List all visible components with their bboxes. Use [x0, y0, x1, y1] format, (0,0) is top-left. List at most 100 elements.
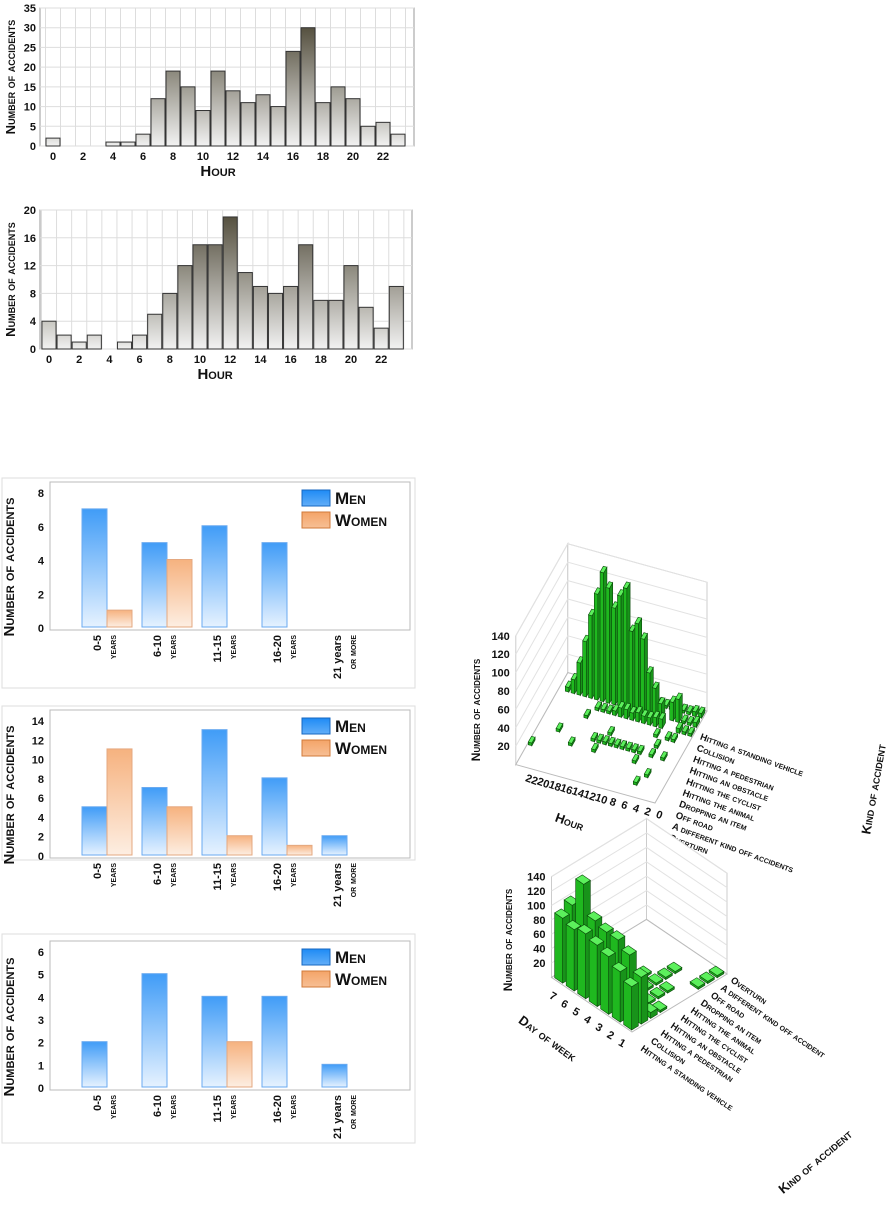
- histogram-bar: [252, 285, 268, 350]
- bar-top-face: [590, 731, 599, 740]
- bar-top-face: [640, 632, 648, 640]
- bar-front-face: [605, 586, 610, 704]
- legend-label: Women: [335, 970, 387, 989]
- histogram-bar: [298, 244, 314, 350]
- bar-top-face: [599, 565, 608, 574]
- bar-top-face: [611, 961, 628, 973]
- bar-top-face: [622, 581, 631, 589]
- x-tick-label: 10: [593, 792, 609, 807]
- category-label: 21 years: [332, 863, 344, 907]
- y-tick-label: 3: [38, 1015, 44, 1027]
- x-tick-label: 22: [377, 151, 389, 163]
- histogram-bar: [300, 27, 316, 147]
- 3d-bar: [594, 701, 603, 713]
- bar-top-face: [591, 742, 599, 751]
- category-label: 16-20: [272, 863, 284, 891]
- y-tick-label: 4: [30, 316, 37, 328]
- category-label: years: [168, 1095, 179, 1119]
- histogram-bar: [135, 133, 151, 147]
- men-bar: [81, 806, 108, 856]
- histogram-bar: [180, 86, 196, 147]
- bar-top-face: [697, 706, 706, 714]
- x-tick-label: 10: [194, 354, 206, 366]
- y-tick-label: 15: [24, 82, 36, 94]
- bar-top-face: [567, 736, 576, 744]
- bar-top-face: [554, 908, 570, 919]
- bar-front-face: [554, 912, 564, 984]
- y-tick-label: 12: [32, 735, 44, 747]
- 3d-bar: [583, 708, 592, 720]
- grid-line: [551, 818, 728, 878]
- histogram-bar: [165, 70, 181, 147]
- bar-top-face: [605, 581, 614, 589]
- bar-top-face: [670, 732, 679, 741]
- histogram-bar: [360, 125, 376, 147]
- 3d-bar: [527, 735, 536, 747]
- bar-top-face: [600, 946, 616, 958]
- histogram-bar: [86, 334, 102, 350]
- histogram-bar: [56, 334, 72, 350]
- 3d-bar: [631, 753, 640, 765]
- bar-top-face: [708, 965, 725, 976]
- x-axis-title: Hour: [553, 810, 586, 834]
- y-axis-title: Number of accidents: [1, 498, 18, 637]
- x-tick-label: 8: [170, 151, 176, 163]
- histogram-bar: [240, 102, 256, 147]
- x-tick-label: 8: [167, 354, 173, 366]
- x-tick-label: 3: [593, 1021, 604, 1034]
- legend-label: Men: [335, 717, 366, 736]
- y-tick-label: 8: [38, 774, 44, 786]
- x-tick-label: 14: [570, 785, 586, 801]
- x-tick-label: 6: [619, 799, 629, 812]
- bar-front-face: [628, 630, 633, 711]
- histogram-bar: [285, 50, 301, 147]
- bar-top-face: [613, 738, 622, 746]
- histogram-bar: [375, 121, 391, 147]
- histogram-bar: [283, 285, 299, 350]
- x-tick-label: 20: [347, 151, 359, 163]
- 3d-bar: [659, 981, 675, 994]
- 3d-bar: [692, 715, 701, 729]
- category-label: 16-20: [272, 1095, 284, 1123]
- bar-front-face: [599, 571, 604, 703]
- histogram-bar: [343, 265, 359, 350]
- bar-top-face: [555, 722, 564, 730]
- men-bar: [81, 508, 108, 628]
- category-label: years: [228, 1095, 239, 1119]
- bar-front-face: [652, 716, 657, 728]
- category-label: 0-5: [92, 863, 104, 879]
- category-label: years: [288, 1095, 299, 1119]
- women-bar: [106, 609, 133, 628]
- z-tick-label: 100: [527, 900, 545, 912]
- 3d-bar: [640, 632, 648, 715]
- category-label: or more: [348, 863, 359, 898]
- histogram-bar: [330, 86, 346, 147]
- z-tick-label: 120: [527, 886, 545, 898]
- x-tick-label: 20: [345, 354, 357, 366]
- y-tick-label: 0: [38, 851, 44, 863]
- bar-top-face: [686, 705, 694, 713]
- men-bar: [261, 995, 288, 1088]
- men-bar: [321, 1063, 348, 1088]
- z-tick-label: 60: [498, 704, 510, 716]
- z-tick-label: 40: [498, 723, 510, 735]
- bar-top-face: [631, 753, 640, 762]
- women-bar: [286, 844, 313, 856]
- bar-top-face: [636, 744, 645, 753]
- x-tick-label: 4: [631, 802, 642, 816]
- bar-front-face: [577, 927, 587, 1000]
- histogram-bar: [132, 334, 148, 350]
- histogram-bar: [328, 299, 344, 350]
- 3d-bar: [675, 721, 684, 735]
- 3d-bar: [648, 747, 657, 759]
- bar-front-face: [617, 706, 622, 718]
- y-tick-label: 0: [30, 141, 36, 153]
- 3d-bar: [660, 751, 668, 763]
- 3d-bar: [681, 725, 690, 737]
- z-tick-label: 20: [533, 958, 545, 970]
- 3d-bar-chart-5: 204060801001201400246810121416182022Over…: [469, 541, 889, 876]
- y-tick-label: 4: [38, 556, 45, 568]
- bar-top-face: [527, 735, 536, 744]
- grid-line: [551, 832, 728, 892]
